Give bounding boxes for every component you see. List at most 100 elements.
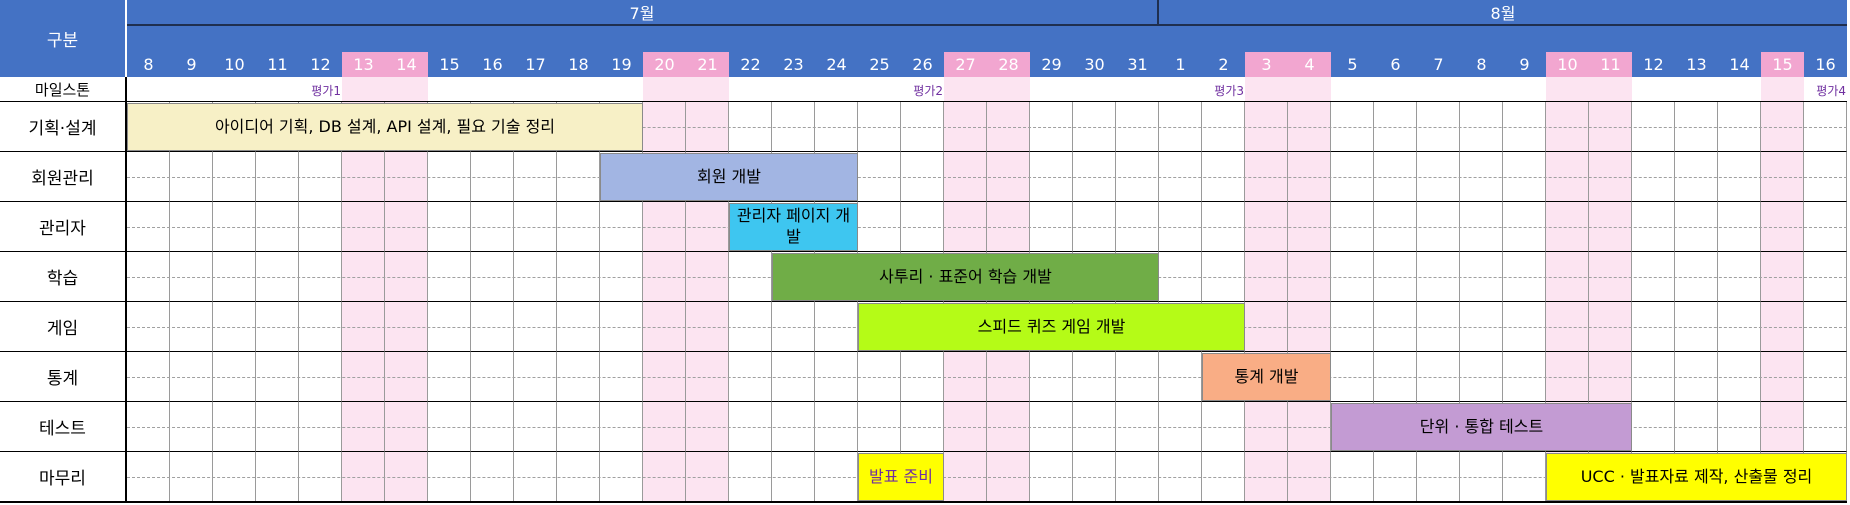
- day-header-spacer: [1159, 26, 1202, 52]
- day-header-spacer: [1546, 26, 1589, 52]
- milestone-cell: [944, 77, 987, 102]
- day-header: 11: [256, 52, 299, 77]
- day-header-spacer: [213, 26, 256, 52]
- milestone-cell: [815, 77, 858, 102]
- day-header-spacer: [1202, 26, 1245, 52]
- row-divider: [127, 127, 1847, 128]
- row-label: 학습: [0, 252, 127, 302]
- day-header-spacer: [1417, 26, 1460, 52]
- day-header: 20: [643, 52, 686, 77]
- milestone-marker: 평가3: [1214, 84, 1244, 98]
- day-header: 14: [385, 52, 428, 77]
- day-header-spacer: [686, 26, 729, 52]
- milestone-cell: [1546, 77, 1589, 102]
- milestone-cell: [901, 77, 944, 102]
- day-header-spacer: [1288, 26, 1331, 52]
- day-header-spacer: [600, 26, 643, 52]
- day-header: 29: [1030, 52, 1073, 77]
- row-label: 테스트: [0, 402, 127, 452]
- day-header-spacer: [1460, 26, 1503, 52]
- day-header-spacer: [1331, 26, 1374, 52]
- day-header-spacer: [772, 26, 815, 52]
- milestone-cell: [170, 77, 213, 102]
- task-bar[interactable]: 단위 · 통합 테스트: [1331, 403, 1632, 451]
- day-header-spacer: [1804, 26, 1847, 52]
- milestone-cell: [1761, 77, 1804, 102]
- milestone-cell: [1804, 77, 1847, 102]
- milestone-cell: [1589, 77, 1632, 102]
- row-divider: [127, 377, 1847, 378]
- day-header: 17: [514, 52, 557, 77]
- day-header-spacer: [1761, 26, 1804, 52]
- milestone-cell: [213, 77, 256, 102]
- day-header: 18: [557, 52, 600, 77]
- task-bar[interactable]: 스피드 퀴즈 게임 개발: [858, 303, 1245, 351]
- task-bar[interactable]: 관리자 페이지 개발: [729, 203, 858, 251]
- task-bar[interactable]: 사투리 · 표준어 학습 개발: [772, 253, 1159, 301]
- row-divider: [127, 477, 1847, 478]
- milestone-cell: [1417, 77, 1460, 102]
- row-divider: [127, 427, 1847, 428]
- day-header: 4: [1288, 52, 1331, 77]
- task-bar[interactable]: 통계 개발: [1202, 353, 1331, 401]
- row-label: 관리자: [0, 202, 127, 252]
- day-header: 28: [987, 52, 1030, 77]
- milestone-marker: 평가4: [1816, 84, 1846, 98]
- day-header-spacer: [1675, 26, 1718, 52]
- day-header-spacer: [127, 26, 170, 52]
- milestone-cell: [686, 77, 729, 102]
- day-header: 1: [1159, 52, 1202, 77]
- day-header-spacer: [428, 26, 471, 52]
- milestone-cell: [1288, 77, 1331, 102]
- day-header-spacer: [1073, 26, 1116, 52]
- day-header: 13: [1675, 52, 1718, 77]
- milestone-row-label: 마일스톤: [0, 77, 127, 102]
- milestone-cell: [729, 77, 772, 102]
- day-header-spacer: [342, 26, 385, 52]
- day-header-spacer: [514, 26, 557, 52]
- milestone-cell: [256, 77, 299, 102]
- milestone-cell: [299, 77, 342, 102]
- day-header-spacer: [1503, 26, 1546, 52]
- day-header: 9: [1503, 52, 1546, 77]
- milestone-cell: [600, 77, 643, 102]
- milestone-cell: [1030, 77, 1073, 102]
- milestone-marker: 평가2: [913, 84, 943, 98]
- day-header: 27: [944, 52, 987, 77]
- category-header: 구분: [0, 0, 127, 77]
- milestone-cell: [858, 77, 901, 102]
- milestone-cell: [1116, 77, 1159, 102]
- day-header: 9: [170, 52, 213, 77]
- day-header-spacer: [901, 26, 944, 52]
- day-header-spacer: [944, 26, 987, 52]
- day-header: 12: [1632, 52, 1675, 77]
- day-header-spacer: [557, 26, 600, 52]
- day-header: 26: [901, 52, 944, 77]
- day-header: 15: [1761, 52, 1804, 77]
- day-header-spacer: [471, 26, 514, 52]
- day-header-spacer: [256, 26, 299, 52]
- day-header: 19: [600, 52, 643, 77]
- day-header-spacer: [1589, 26, 1632, 52]
- milestone-cell: [1374, 77, 1417, 102]
- task-bar[interactable]: 회원 개발: [600, 153, 858, 201]
- day-header: 7: [1417, 52, 1460, 77]
- day-header: 23: [772, 52, 815, 77]
- table-bottom-border: [0, 501, 1847, 503]
- day-header-spacer: [1245, 26, 1288, 52]
- day-header: 11: [1589, 52, 1632, 77]
- task-bar[interactable]: 발표 준비: [858, 453, 944, 501]
- day-header-spacer: [1632, 26, 1675, 52]
- row-divider: [127, 227, 1847, 228]
- day-header: 25: [858, 52, 901, 77]
- milestone-cell: [1460, 77, 1503, 102]
- day-header-spacer: [170, 26, 213, 52]
- milestone-cell: [385, 77, 428, 102]
- day-header-spacer: [815, 26, 858, 52]
- day-header-spacer: [385, 26, 428, 52]
- task-bar[interactable]: 아이디어 기획, DB 설계, API 설계, 필요 기술 정리: [127, 103, 643, 151]
- task-bar[interactable]: UCC · 발표자료 제작, 산출물 정리: [1546, 453, 1847, 501]
- milestone-cell: [514, 77, 557, 102]
- milestone-cell: [643, 77, 686, 102]
- month-header: 7월: [127, 0, 1159, 26]
